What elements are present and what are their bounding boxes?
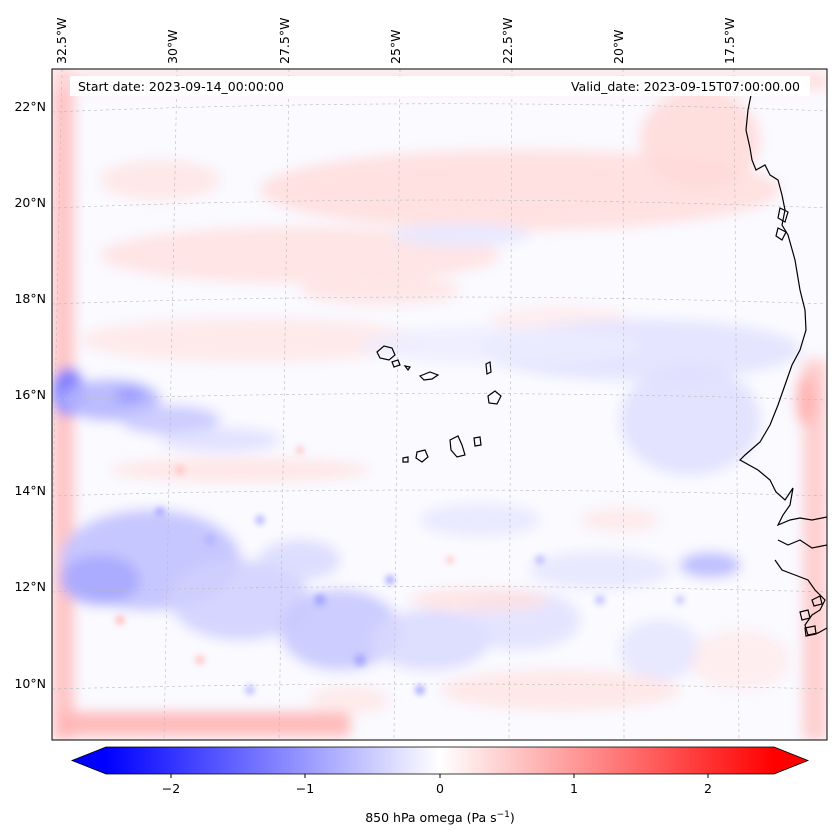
map-panel: Start date: 2023-09-14_00:00:00 Valid_da… (52, 69, 827, 740)
omega-speckles (115, 446, 685, 695)
start-date-text: Start date: 2023-09-14_00:00:00 (78, 79, 284, 94)
coastlines (739, 89, 827, 637)
island-fogo (415, 449, 429, 463)
valid-date-text: Valid_date: 2023-09-15T07:00:00.00 (571, 79, 800, 94)
colorbar-min-extend (72, 747, 106, 774)
lat-label-12n: 12°N (14, 579, 46, 594)
colorbar-tick-label: −1 (296, 781, 314, 796)
colorbar-max-extend (774, 747, 808, 774)
island-santo-antao (376, 345, 396, 361)
island-santiago (449, 435, 466, 458)
graticule (52, 69, 827, 740)
lon-label-20w: 20°W (611, 29, 626, 64)
island-sao-nicolau (418, 371, 440, 381)
colorbar-tick-label: 0 (436, 781, 444, 796)
lat-label-18n: 18°N (14, 291, 46, 306)
lon-label-30w: 30°W (165, 29, 180, 64)
lat-label-14n: 14°N (14, 483, 46, 498)
colorbar-tick-label: −2 (162, 781, 180, 796)
colorbar-title-main: 850 hPa omega (Pa s (365, 810, 496, 825)
lon-label-25w: 25°W (388, 29, 403, 64)
colorbar-title-exponent: −1 (497, 810, 510, 820)
cape-verde-islands (376, 345, 502, 463)
lat-label-10n: 10°N (14, 676, 46, 691)
gambia-coastline (777, 539, 827, 549)
lon-label-17-5w: 17.5°W (722, 18, 737, 64)
lon-label-22-5w: 22.5°W (500, 18, 515, 64)
colorbar-title: 850 hPa omega (Pa s−1) (365, 810, 515, 825)
colorbar-outline (70, 746, 810, 775)
colorbar-gradient (106, 747, 774, 774)
island-sal (485, 361, 492, 375)
south-boundary-band (60, 712, 350, 736)
longitude-labels: 32.5°W 30°W 27.5°W 25°W 22.5°W 20°W 17.5… (54, 18, 737, 64)
colorbar-ticks (170, 774, 709, 778)
header-band (70, 76, 810, 96)
island-boa-vista (487, 390, 502, 405)
lat-label-16n: 16°N (14, 387, 46, 402)
map-frame (51, 68, 828, 741)
colorbar-tick-label: 1 (570, 781, 578, 796)
omega-field (52, 69, 827, 740)
island-brava (402, 456, 409, 463)
lon-label-32-5w: 32.5°W (54, 18, 69, 64)
latitude-labels: 22°N 20°N 18°N 16°N 14°N 12°N 10°N (14, 99, 46, 691)
africa-coastline (739, 89, 827, 527)
island-sao-vicente (391, 359, 401, 368)
island-maio (473, 436, 482, 447)
lat-label-22n: 22°N (14, 99, 46, 114)
island-santa-luzia (403, 365, 411, 372)
lon-label-27-5w: 27.5°W (277, 18, 292, 64)
colorbar-title-end: ) (510, 810, 515, 825)
colorbar: −2 −1 0 1 2 850 hPa omega (Pa s−1) (70, 746, 810, 825)
lat-label-20n: 20°N (14, 195, 46, 210)
colorbar-tick-label: 2 (704, 781, 712, 796)
